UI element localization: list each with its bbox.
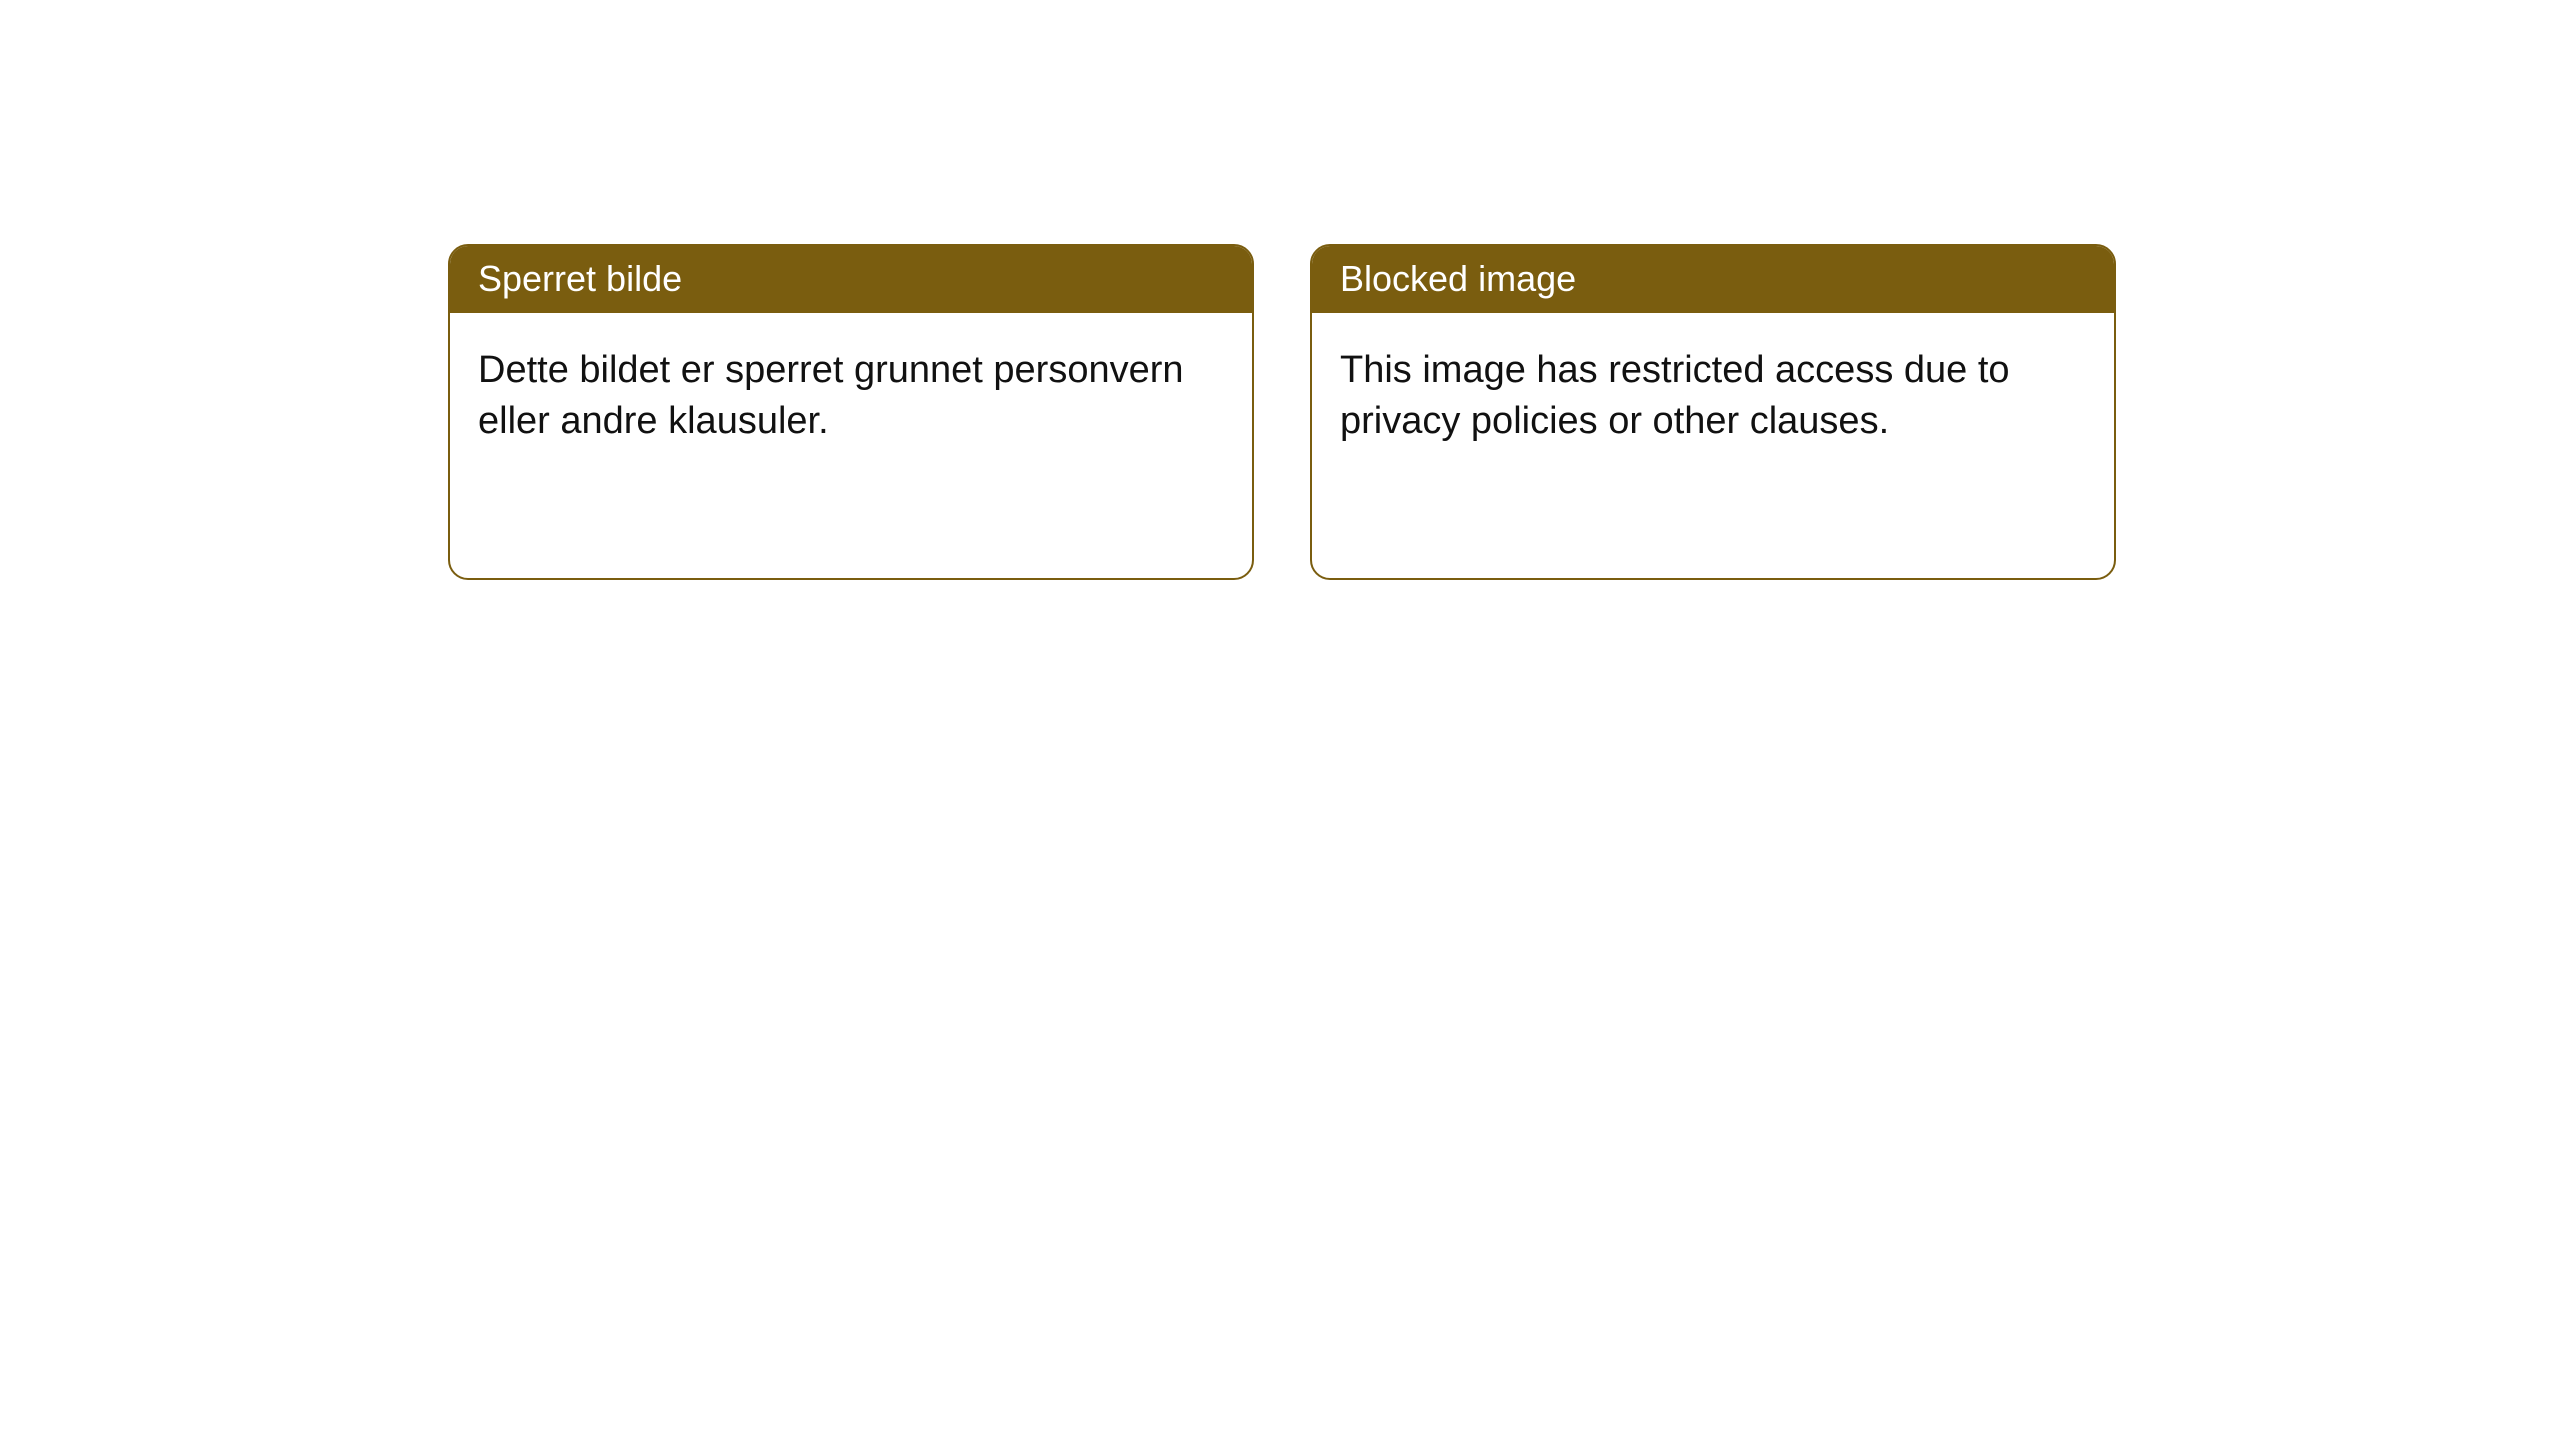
card-body: Dette bildet er sperret grunnet personve… [450,313,1252,480]
card-message: Dette bildet er sperret grunnet personve… [478,349,1184,442]
notice-card-english: Blocked image This image has restricted … [1310,244,2116,580]
card-header: Sperret bilde [450,246,1252,313]
card-message: This image has restricted access due to … [1340,349,2010,442]
card-header: Blocked image [1312,246,2114,313]
card-title: Blocked image [1340,258,1576,299]
card-body: This image has restricted access due to … [1312,313,2114,480]
notice-container: Sperret bilde Dette bildet er sperret gr… [448,244,2116,580]
card-title: Sperret bilde [478,258,682,299]
notice-card-norwegian: Sperret bilde Dette bildet er sperret gr… [448,244,1254,580]
